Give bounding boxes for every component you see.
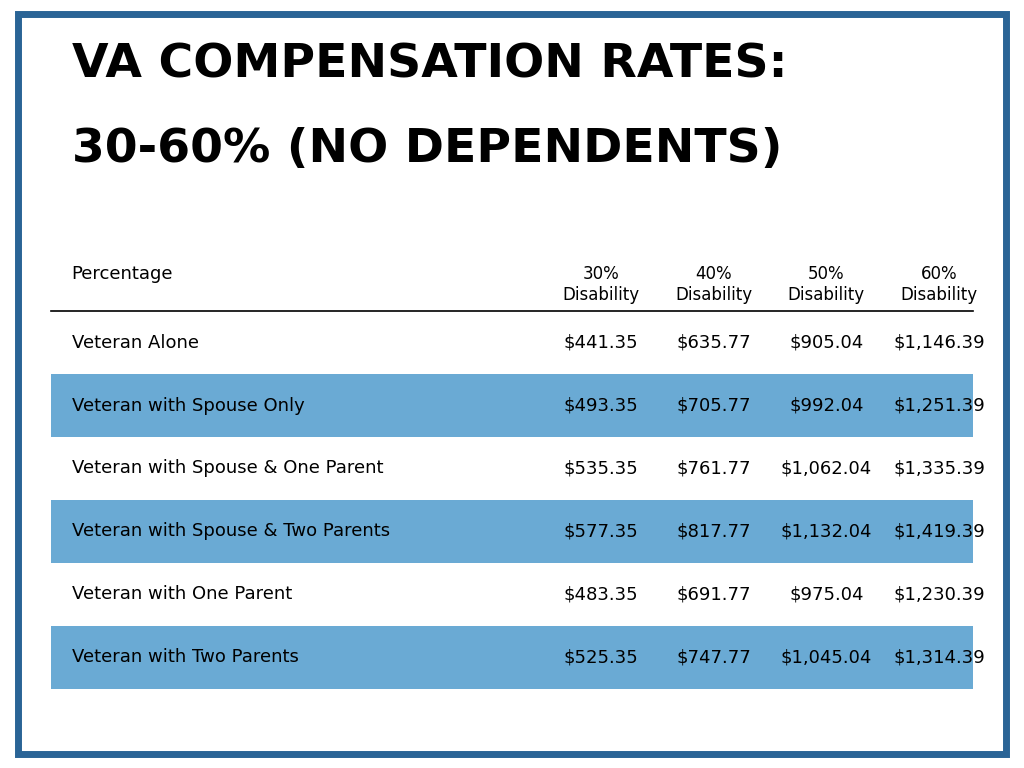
Text: $483.35: $483.35 <box>564 585 638 604</box>
Text: $1,251.39: $1,251.39 <box>893 396 985 415</box>
Bar <box>51 374 973 437</box>
Text: Veteran with Spouse Only: Veteran with Spouse Only <box>72 396 304 415</box>
Text: Percentage: Percentage <box>72 265 173 283</box>
Text: $441.35: $441.35 <box>564 333 638 352</box>
Text: $1,314.39: $1,314.39 <box>893 648 985 667</box>
Text: $747.77: $747.77 <box>677 648 751 667</box>
Text: $1,230.39: $1,230.39 <box>893 585 985 604</box>
Text: $1,335.39: $1,335.39 <box>893 459 985 478</box>
Text: $525.35: $525.35 <box>564 648 638 667</box>
Text: $1,045.04: $1,045.04 <box>780 648 872 667</box>
Text: $905.04: $905.04 <box>790 333 863 352</box>
Text: $691.77: $691.77 <box>677 585 751 604</box>
Text: 30-60% (NO DEPENDENTS): 30-60% (NO DEPENDENTS) <box>72 127 782 172</box>
Text: $761.77: $761.77 <box>677 459 751 478</box>
Bar <box>51 500 973 563</box>
Bar <box>51 626 973 689</box>
Text: 50%
Disability: 50% Disability <box>787 265 865 304</box>
Text: $705.77: $705.77 <box>677 396 751 415</box>
Text: $1,146.39: $1,146.39 <box>893 333 985 352</box>
Text: VA COMPENSATION RATES:: VA COMPENSATION RATES: <box>72 42 787 88</box>
Text: Veteran with Spouse & One Parent: Veteran with Spouse & One Parent <box>72 459 383 478</box>
Text: Veteran with Two Parents: Veteran with Two Parents <box>72 648 299 667</box>
Text: 60%
Disability: 60% Disability <box>900 265 978 304</box>
Text: $535.35: $535.35 <box>564 459 638 478</box>
Text: $1,062.04: $1,062.04 <box>780 459 872 478</box>
Text: $817.77: $817.77 <box>677 522 751 541</box>
Text: $975.04: $975.04 <box>790 585 863 604</box>
Text: $493.35: $493.35 <box>564 396 638 415</box>
Text: $1,132.04: $1,132.04 <box>780 522 872 541</box>
Text: $1,419.39: $1,419.39 <box>893 522 985 541</box>
Text: Veteran with Spouse & Two Parents: Veteran with Spouse & Two Parents <box>72 522 390 541</box>
Text: 40%
Disability: 40% Disability <box>675 265 753 304</box>
Text: $635.77: $635.77 <box>677 333 751 352</box>
Text: 30%
Disability: 30% Disability <box>562 265 640 304</box>
Text: $577.35: $577.35 <box>564 522 638 541</box>
Text: $992.04: $992.04 <box>790 396 863 415</box>
Text: Veteran Alone: Veteran Alone <box>72 333 199 352</box>
Text: Veteran with One Parent: Veteran with One Parent <box>72 585 292 604</box>
